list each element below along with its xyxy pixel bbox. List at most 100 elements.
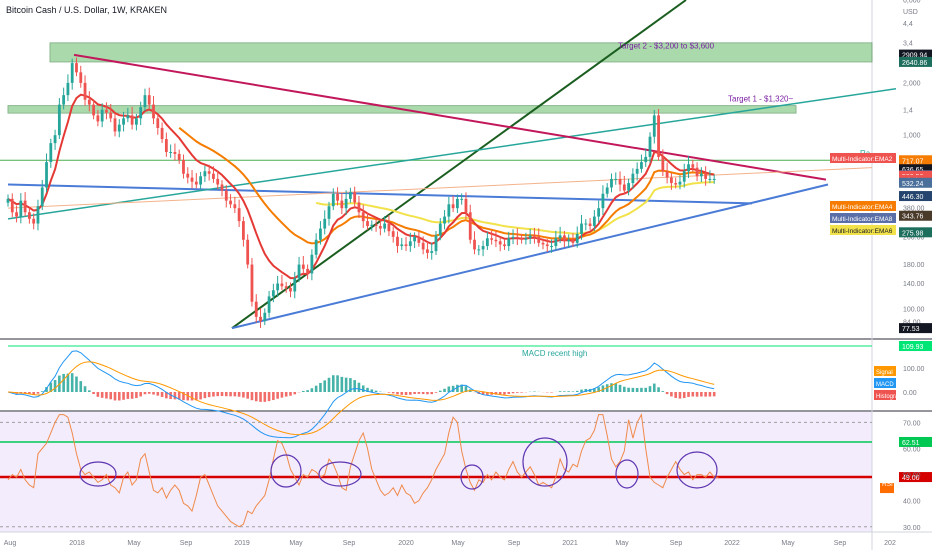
candle-body <box>289 287 292 292</box>
macd-histogram-bar <box>177 392 181 400</box>
candle-body <box>417 236 421 243</box>
candle-body <box>173 152 177 154</box>
indicator-label-text: Multi-Indicator:EMA6 <box>832 228 893 235</box>
macd-histogram-bar <box>357 382 361 392</box>
price-tick-label: 180.00 <box>903 262 925 269</box>
candle-body <box>237 208 241 222</box>
macd-histogram-bar <box>28 392 31 395</box>
candle-body <box>545 244 549 247</box>
macd-histogram-bar <box>284 392 288 397</box>
macd-histogram-bar <box>126 392 130 399</box>
macd-histogram-bar <box>409 392 412 395</box>
macd-histogram-bar <box>498 392 502 395</box>
macd-histogram-bar <box>327 377 331 392</box>
candle-body <box>10 198 14 213</box>
macd-histogram-bar <box>331 375 335 392</box>
candle-body <box>160 127 164 140</box>
macd-histogram-bar <box>511 392 515 394</box>
candle-body <box>135 118 138 125</box>
candle-body <box>520 238 523 240</box>
macd-histogram-bar <box>314 385 318 392</box>
price-tag-text: 717.07 <box>902 158 924 165</box>
macd-histogram-bar <box>40 391 44 392</box>
macd-histogram-bar <box>160 392 164 397</box>
annotation-target-1: Target 1 - $1,320~ <box>728 95 793 104</box>
annotation-macd-high: MACD recent high <box>522 349 587 358</box>
macd-histogram-bar <box>635 387 639 392</box>
time-tick-label: Sep <box>670 540 683 547</box>
macd-histogram-bar <box>456 384 459 392</box>
macd-histogram-bar <box>182 392 185 401</box>
rsi-level-tag: 62.51 <box>899 436 932 447</box>
rsi-tick-label: 60.00 <box>903 447 921 454</box>
candle-body <box>66 82 70 96</box>
macd-histogram-bar <box>237 392 241 397</box>
candle-body <box>404 244 408 247</box>
candle-body <box>117 124 121 132</box>
rsi-line <box>7 412 719 528</box>
time-tick-label: Aug <box>4 540 17 547</box>
macd-histogram-bar <box>580 389 583 392</box>
candle-body <box>708 178 712 180</box>
macd-value-tag: 109.93 <box>899 341 932 351</box>
candle-body <box>622 184 626 191</box>
candle-body <box>563 235 566 242</box>
candle-body <box>580 223 583 234</box>
rsi-highlight-circle <box>522 437 568 487</box>
macd-histogram-bar <box>233 392 237 397</box>
macd-histogram-bar <box>289 392 292 396</box>
price-tag: 77.53 <box>899 323 932 334</box>
candle-body <box>336 193 339 201</box>
candle-body <box>327 206 331 219</box>
candle-body <box>203 171 207 177</box>
candle-body <box>6 198 10 203</box>
rsi-tick-label: 50.00 <box>903 473 921 480</box>
price-tag-bg <box>899 155 932 166</box>
candle-body <box>147 95 151 105</box>
candle-body <box>640 162 643 169</box>
macd-histogram-bar <box>678 392 682 399</box>
price-tick-label: 260.00 <box>903 234 925 241</box>
candle-body <box>588 223 592 227</box>
macd-histogram-bar <box>143 392 147 395</box>
price-tag-bg <box>899 191 932 202</box>
macd-histogram-bar <box>494 392 498 395</box>
rsi-highlight-circle <box>270 454 302 488</box>
rsi-legend-text: RSI <box>882 481 893 488</box>
macd-histogram-bar <box>272 392 275 401</box>
macd-legend-tag <box>874 366 896 376</box>
macd-histogram-bar <box>631 387 635 392</box>
candle-body <box>36 206 40 224</box>
rsi-level-tag-bg <box>899 436 932 447</box>
candle-body <box>601 193 605 209</box>
candle-body <box>186 173 190 178</box>
candle-body <box>139 107 143 119</box>
macd-legend-tag <box>874 378 896 388</box>
macd-histogram-bar <box>460 384 463 392</box>
macd-histogram-bar <box>229 392 232 397</box>
candle-body <box>396 236 399 247</box>
price-tag-bg <box>899 210 932 221</box>
candle-body <box>216 178 220 185</box>
rsi-level-tag-text: 62.51 <box>902 440 920 447</box>
candle-body <box>537 236 541 243</box>
time-tick-label: Sep <box>508 540 521 547</box>
macd-histogram-bar <box>195 392 198 401</box>
macd-histogram-bar <box>507 392 511 394</box>
candle-body <box>194 181 198 185</box>
macd-histogram-bar <box>340 376 344 392</box>
indicator-label: Multi-Indicator:EMA8 <box>830 213 896 223</box>
price-tick-label: 1,000 <box>903 133 921 140</box>
macd-histogram-bar <box>558 391 562 392</box>
rsi-highlight-circle <box>615 459 639 489</box>
candle-body <box>113 118 117 132</box>
candle-body <box>661 156 665 172</box>
macd-histogram-bar <box>242 392 245 398</box>
macd-tick-label: 100.00 <box>903 366 925 373</box>
macd-legend-text: MACD <box>876 382 894 388</box>
candle-body <box>511 236 515 239</box>
candle-body <box>605 187 609 194</box>
candle-body <box>554 238 558 247</box>
macd-histogram-bar <box>139 392 142 397</box>
